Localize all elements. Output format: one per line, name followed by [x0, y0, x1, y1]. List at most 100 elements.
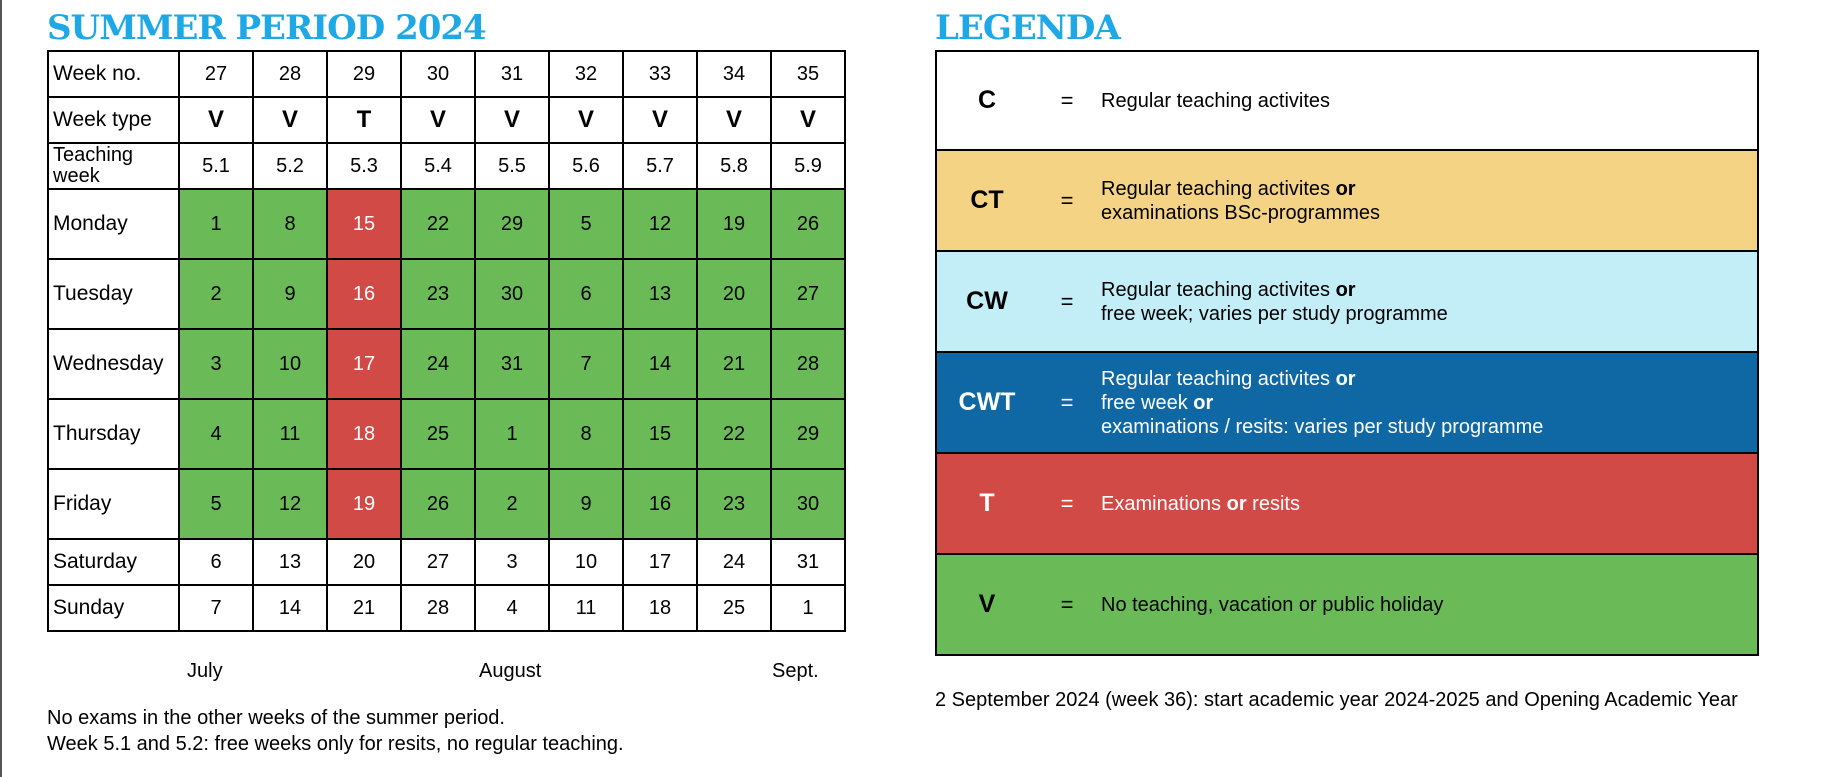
legend-description: Regular teaching activites or free week;…	[1101, 252, 1747, 351]
academic-year-footnote: 2 September 2024 (week 36): start academ…	[935, 689, 1738, 711]
legend-code: C	[977, 86, 997, 114]
week-number-cell: 28	[252, 50, 328, 98]
week-type-cell: V	[400, 96, 476, 144]
date-cell: 1	[474, 398, 550, 470]
day-label: Thursday	[47, 398, 180, 470]
date-cell: 29	[474, 188, 550, 260]
legend-row-t: T = Examinations or resits	[935, 454, 1759, 555]
date-cell: 30	[770, 468, 846, 540]
date-cell: 2	[178, 258, 254, 330]
date-cell: 12	[252, 468, 328, 540]
date-cell: 4	[474, 584, 550, 632]
date-cell: 25	[696, 584, 772, 632]
date-cell: 25	[400, 398, 476, 470]
table-row: Week type V V T V V V V V V	[47, 96, 846, 144]
date-cell: 19	[326, 468, 402, 540]
legend-code: CT	[970, 186, 1004, 214]
teaching-week-cell: 5.7	[622, 142, 698, 190]
week-type-cell: V	[548, 96, 624, 144]
date-cell: 19	[696, 188, 772, 260]
teaching-week-cell: 5.3	[326, 142, 402, 190]
table-row: Wednesday 3 10 17 24 31 7 14 21 28	[47, 328, 846, 400]
table-row: Saturday 6 13 20 27 3 10 17 24 31	[47, 538, 846, 586]
day-label: Sunday	[47, 584, 180, 632]
table-row: Friday 5 12 19 26 2 9 16 23 30	[47, 468, 846, 540]
legend-equals: =	[1060, 389, 1074, 415]
week-type-cell: V	[696, 96, 772, 144]
date-cell: 15	[622, 398, 698, 470]
date-cell: 11	[548, 584, 624, 632]
legend-text: free week	[1101, 391, 1194, 414]
legend-equals: =	[1060, 187, 1074, 213]
date-cell: 18	[326, 398, 402, 470]
date-cell: 23	[400, 258, 476, 330]
teaching-week-cell: 5.2	[252, 142, 328, 190]
legend-row-cw: CW = Regular teaching activites or free …	[935, 252, 1759, 353]
date-cell: 27	[770, 258, 846, 330]
week-number-cell: 32	[548, 50, 624, 98]
legend-line: Regular teaching activites or	[1101, 177, 1747, 201]
legend-equals: =	[1060, 288, 1074, 314]
week-number-cell: 30	[400, 50, 476, 98]
legend-row-c: C = Regular teaching activites	[935, 50, 1759, 151]
legend-equals: =	[1060, 87, 1074, 113]
date-cell: 31	[474, 328, 550, 400]
date-cell: 27	[400, 538, 476, 586]
legend-text: Regular teaching activites	[1101, 177, 1336, 200]
month-label-august: August	[479, 660, 542, 682]
date-cell: 17	[326, 328, 402, 400]
month-label-july: July	[187, 660, 223, 682]
legend-text: Examinations	[1101, 492, 1227, 515]
table-row: Sunday 7 14 21 28 4 11 18 25 1	[47, 584, 846, 632]
legend-or: or	[1335, 177, 1356, 200]
month-label-september: Sept.	[772, 660, 819, 682]
row-label-week-type: Week type	[47, 96, 180, 144]
date-cell: 16	[622, 468, 698, 540]
legend-equals: =	[1060, 490, 1074, 516]
date-cell: 21	[326, 584, 402, 632]
table-row: Week no. 27 28 29 30 31 32 33 34 35	[47, 50, 846, 98]
date-cell: 1	[178, 188, 254, 260]
legend-text: Regular teaching activites	[1101, 367, 1336, 390]
date-cell: 21	[696, 328, 772, 400]
legend-row-ct: CT = Regular teaching activites or exami…	[935, 151, 1759, 252]
date-cell: 31	[770, 538, 846, 586]
date-cell: 29	[770, 398, 846, 470]
date-cell: 26	[400, 468, 476, 540]
week-type-cell: V	[474, 96, 550, 144]
date-cell: 9	[548, 468, 624, 540]
legend-description: Regular teaching activites	[1101, 52, 1747, 149]
week-number-cell: 27	[178, 50, 254, 98]
calendar-title: SUMMER PERIOD 2024	[47, 8, 487, 48]
legend-code: CWT	[958, 388, 1016, 416]
week-number-cell: 29	[326, 50, 402, 98]
date-cell: 22	[400, 188, 476, 260]
date-cell: 30	[474, 258, 550, 330]
legend-text: Regular teaching activites	[1101, 89, 1331, 112]
legend-line: Examinations or resits	[1101, 492, 1747, 516]
date-cell: 5	[548, 188, 624, 260]
row-label-week-no: Week no.	[47, 50, 180, 98]
day-label: Friday	[47, 468, 180, 540]
date-cell: 18	[622, 584, 698, 632]
legend-line: free week or	[1101, 391, 1747, 415]
date-cell: 17	[622, 538, 698, 586]
date-cell: 20	[696, 258, 772, 330]
week-number-cell: 33	[622, 50, 698, 98]
week-type-cell: V	[178, 96, 254, 144]
table-row: Tuesday 2 9 16 23 30 6 13 20 27	[47, 258, 846, 330]
teaching-week-cell: 5.6	[548, 142, 624, 190]
legend-description: Regular teaching activites or free week …	[1101, 353, 1747, 452]
date-cell: 24	[400, 328, 476, 400]
day-label: Wednesday	[47, 328, 180, 400]
date-cell: 3	[474, 538, 550, 586]
legend-code: CW	[966, 287, 1008, 315]
day-label: Tuesday	[47, 258, 180, 330]
legend-description: Regular teaching activites or examinatio…	[1101, 151, 1747, 250]
date-cell: 13	[252, 538, 328, 586]
legend-text: Regular teaching activites	[1101, 278, 1336, 301]
legend-text: resits	[1246, 492, 1300, 515]
date-cell: 28	[770, 328, 846, 400]
legend-code: T	[979, 489, 995, 517]
date-cell: 10	[548, 538, 624, 586]
